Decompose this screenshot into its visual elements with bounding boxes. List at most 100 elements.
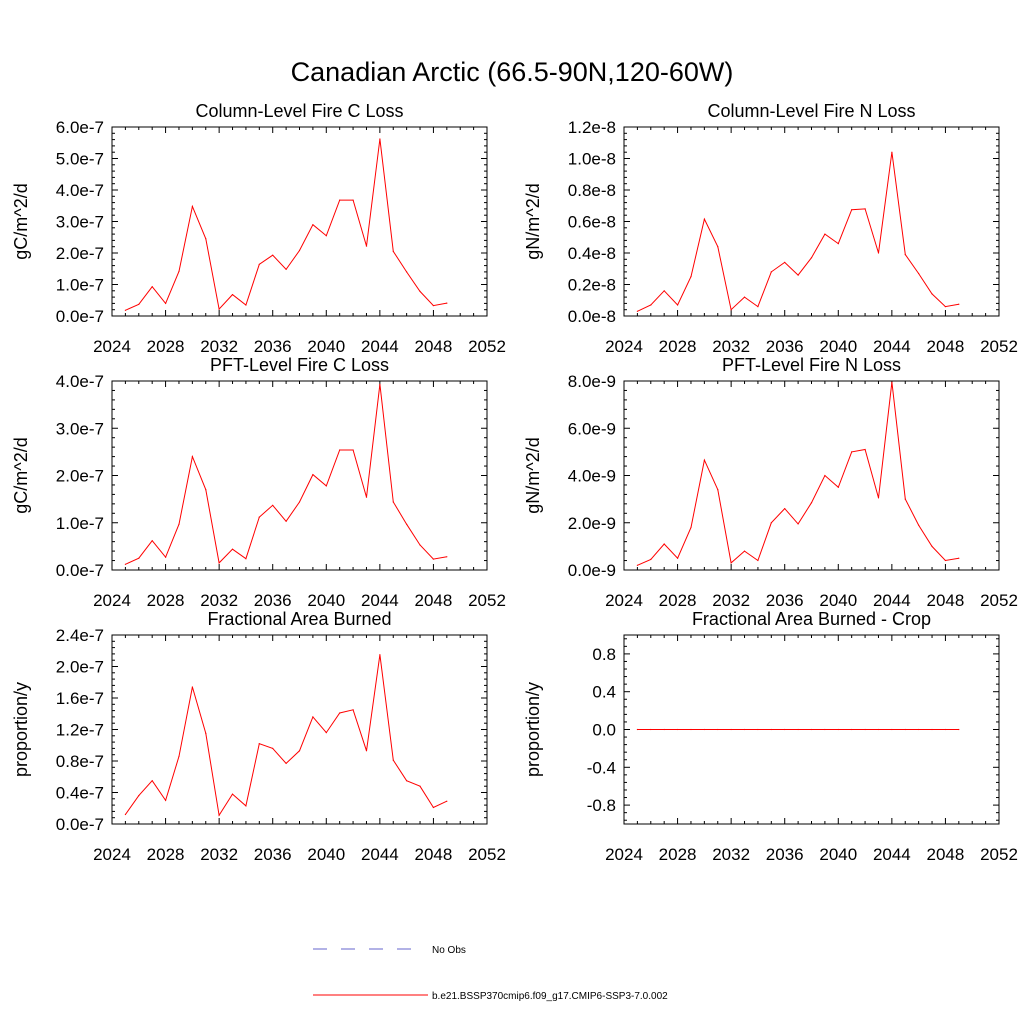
y-axis-label: gN/m^2/d	[523, 437, 543, 513]
data-point	[918, 728, 920, 731]
data-point	[650, 728, 652, 731]
chart-title: PFT-Level Fire C Loss	[210, 355, 389, 375]
x-tick-label: 2044	[361, 845, 399, 864]
data-point	[151, 540, 153, 542]
x-tick-label: 2028	[659, 591, 697, 610]
data-point	[312, 716, 314, 718]
y-tick-label: 0.0e-9	[568, 561, 616, 580]
data-point	[191, 456, 193, 458]
data-point	[958, 728, 960, 731]
y-tick-label: 2.0e-7	[56, 467, 104, 486]
y-tick-label: 0.4e-8	[568, 244, 616, 263]
x-tick-label: 2052	[468, 591, 506, 610]
data-point	[770, 728, 772, 731]
data-point	[124, 309, 126, 311]
y-tick-label: 0.0e-7	[56, 307, 104, 326]
data-point	[285, 520, 287, 522]
data-point	[298, 501, 301, 503]
data-point	[124, 813, 126, 816]
data-point	[151, 780, 153, 782]
data-point	[178, 523, 180, 525]
data-point	[312, 224, 314, 226]
data-point	[677, 557, 679, 559]
chart-title: PFT-Level Fire N Loss	[722, 355, 901, 375]
data-point	[298, 249, 301, 252]
data-point	[272, 254, 274, 256]
data-point	[677, 728, 679, 731]
x-tick-label: 2052	[468, 845, 506, 864]
x-tick-label: 2052	[980, 337, 1018, 356]
data-point	[446, 800, 448, 802]
y-tick-label: 1.0e-7	[56, 276, 104, 295]
data-point	[717, 246, 719, 248]
y-tick-label: -0.8	[587, 796, 616, 815]
data-point	[325, 732, 327, 734]
x-tick-label: 2036	[254, 337, 292, 356]
chart-panel-5: Fractional Area Burned proportion/y 2024 20…	[11, 609, 506, 864]
data-point	[824, 233, 826, 235]
chart-panel-3: PFT-Level Fire C Loss gC/m^2/d 2024 2028 203…	[11, 355, 506, 610]
legend: No Obs b.e21.BSSP370cmip6.f09_g17.CMIP6-…	[313, 945, 668, 1002]
data-point	[406, 271, 408, 273]
x-tick-label: 2036	[254, 591, 292, 610]
data-point	[797, 274, 799, 276]
data-point	[851, 728, 853, 731]
chart-panels: Column-Level Fire C Loss gC/m^2/d 2024 2028…	[11, 101, 1018, 864]
x-tick-label: 2040	[307, 591, 345, 610]
data-point	[770, 271, 772, 273]
data-point	[205, 238, 207, 240]
x-tick-label: 2040	[307, 845, 345, 864]
x-tick-label: 2040	[819, 591, 857, 610]
x-tick-label: 2044	[873, 337, 911, 356]
x-tick-label: 2044	[873, 845, 911, 864]
data-point	[165, 799, 167, 802]
data-point	[770, 522, 772, 524]
y-tick-label: 4.0e-7	[56, 372, 104, 391]
data-point	[636, 728, 639, 731]
data-point	[446, 302, 448, 304]
data-point	[352, 199, 354, 201]
data-point	[165, 556, 167, 558]
data-point	[757, 728, 759, 731]
y-tick-label: 2.0e-7	[56, 658, 104, 677]
data-point	[837, 243, 839, 245]
y-tick-label: 0.2e-8	[568, 276, 616, 295]
x-tick-label: 2024	[93, 337, 131, 356]
data-point	[784, 728, 786, 731]
data-point	[918, 524, 920, 526]
data-point	[944, 559, 947, 562]
data-point	[851, 451, 853, 453]
data-point	[703, 728, 706, 731]
data-point	[931, 545, 933, 548]
chart-title: Fractional Area Burned - Crop	[692, 609, 931, 629]
data-point	[419, 544, 421, 546]
data-point	[730, 309, 732, 311]
data-point	[864, 208, 866, 210]
data-point	[419, 290, 421, 292]
x-tick-label: 2032	[200, 337, 238, 356]
y-tick-label: -0.4	[587, 758, 616, 777]
data-point	[891, 728, 893, 731]
data-point	[944, 306, 947, 308]
page-title: Canadian Arctic (66.5-90N,120-60W)	[291, 57, 734, 87]
y-tick-label: 0.8	[592, 645, 616, 664]
data-point	[406, 523, 408, 525]
series-line	[637, 152, 959, 312]
data-point	[730, 562, 732, 564]
data-point	[837, 728, 839, 731]
x-tick-label: 2024	[605, 845, 643, 864]
y-tick-label: 0.8e-7	[56, 752, 104, 771]
data-point	[837, 486, 839, 488]
x-tick-label: 2040	[819, 845, 857, 864]
data-point	[650, 558, 652, 561]
data-point	[138, 303, 140, 305]
data-point	[636, 564, 639, 566]
data-point	[245, 558, 247, 560]
data-point	[891, 151, 893, 153]
x-tick-label: 2048	[927, 337, 965, 356]
x-tick-label: 2052	[980, 845, 1018, 864]
data-point	[797, 728, 799, 731]
y-tick-label: 1.2e-7	[56, 721, 104, 740]
y-tick-label: 0.0e-7	[56, 561, 104, 580]
